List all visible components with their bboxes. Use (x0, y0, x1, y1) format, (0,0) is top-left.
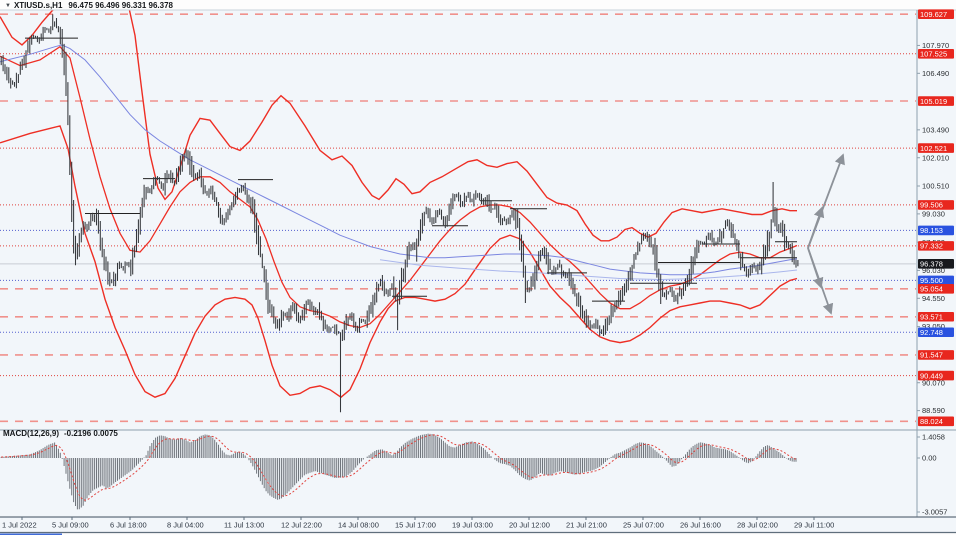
chart-title: ▼ XTIUSD.s,H1 96.475 96.496 96.331 96.378 (5, 1, 173, 10)
ohlc-bars (0, 14, 799, 413)
macd-tick-label: 1.4058 (922, 433, 945, 442)
level-badge-99.506-text: 99.506 (920, 201, 943, 210)
level-badge-92.748: 92.748 (918, 327, 954, 338)
level-badge-88.024-bg (918, 416, 954, 427)
macd-values: -0.2196 0.0075 (64, 429, 118, 438)
price-tick-label: 106.490 (922, 69, 949, 78)
date-label[interactable]: 8 Jul 04:00 (167, 521, 204, 530)
level-badge-99.506: 99.506 (918, 200, 954, 210)
level-badge-88.024: 88.024 (918, 416, 954, 427)
date-label[interactable]: 6 Jul 18:00 (110, 521, 147, 530)
level-badge-98.153-text: 98.153 (920, 226, 943, 235)
price-panel[interactable] (0, 0, 916, 423)
date-label[interactable]: 26 Jul 16:00 (680, 521, 721, 530)
price-tick-label: 94.550 (922, 294, 945, 303)
level-badge-88.024-text: 88.024 (920, 417, 943, 426)
current-price-badge-text: 96.378 (920, 260, 943, 269)
date-label[interactable]: 14 Jul 08:00 (338, 521, 379, 530)
date-label[interactable]: 21 Jul 21:00 (566, 521, 607, 530)
symbol-period-label: XTIUSD.s,H1 (13, 1, 63, 10)
level-badge-97.332: 97.332 (918, 241, 954, 251)
price-axis[interactable]: 107.970 106.490 103.490 102.010 100.510 99.03… (917, 9, 954, 427)
trend-arrow-3[interactable] (807, 247, 834, 315)
level-badge-99.506-bg (918, 200, 954, 210)
level-badge-102.521-text: 102.521 (920, 144, 947, 153)
macd-indicator-label: MACD(12,26,9) -0.2196 0.0075 (3, 429, 118, 438)
macd-name: MACD(12,26,9) (3, 429, 60, 438)
date-label[interactable]: 15 Jul 17:00 (395, 521, 436, 530)
price-tick-label: 88.590 (922, 406, 945, 415)
level-badge-93.571-bg (918, 311, 954, 322)
bollinger-lower-band (0, 125, 798, 399)
bollinger-upper-band (0, 10, 797, 242)
price-tick-label: 102.010 (922, 153, 949, 162)
price-tick-label: 100.510 (922, 182, 949, 191)
level-badge-102.521: 102.521 (918, 143, 954, 153)
triangle-down-icon[interactable]: ▼ (5, 3, 11, 9)
date-label[interactable]: 5 Jul 09:00 (52, 521, 89, 530)
chart-background (0, 10, 956, 516)
projection-arrows[interactable] (807, 153, 845, 315)
date-label[interactable]: 20 Jul 12:00 (509, 521, 550, 530)
level-badge-105.019: 105.019 (918, 96, 954, 106)
date-label[interactable]: 29 Jul 11:00 (794, 521, 834, 530)
level-badge-107.525: 107.525 (918, 49, 954, 59)
level-badge-102.521-bg (918, 143, 954, 153)
level-badge-90.449-bg (918, 370, 954, 381)
level-badge-91.547-text: 91.547 (920, 351, 943, 360)
date-axis-strip[interactable] (0, 517, 956, 533)
level-badge-95.5-text: 95.500 (920, 276, 943, 285)
date-label[interactable]: 12 Jul 22:00 (281, 521, 322, 530)
level-badge-91.547-bg (918, 350, 954, 360)
price-tick-label: 107.970 (922, 41, 949, 50)
price-tick-label: 99.030 (922, 209, 945, 218)
date-label[interactable]: 28 Jul 02:00 (737, 521, 778, 530)
level-badge-97.332-bg (918, 241, 954, 251)
date-label[interactable]: 11 Jul 13:00 (224, 521, 264, 530)
level-badge-95.054-text: 95.054 (920, 285, 943, 294)
level-badge-95.5-bg (918, 275, 954, 286)
level-badge-93.571: 93.571 (918, 311, 954, 322)
macd-signal-line (1, 434, 797, 501)
date-label[interactable]: 19 Jul 03:00 (452, 521, 493, 530)
level-badge-91.547: 91.547 (918, 350, 954, 360)
level-badge-107.525-text: 107.525 (920, 50, 947, 59)
level-badge-92.748-text: 92.748 (920, 328, 943, 337)
level-badge-109.627: 109.627 (918, 9, 954, 19)
level-badge-95.054-bg (918, 284, 954, 294)
macd-tick-label: 0.00 (922, 454, 937, 463)
price-tick-label: 96.030 (922, 266, 945, 275)
price-tick-label: 90.070 (922, 378, 945, 387)
trend-arrow-1[interactable] (807, 206, 825, 249)
level-badge-98.153-bg (918, 225, 954, 236)
macd-tick-label: -3.0057 (922, 508, 947, 517)
macd-axis[interactable]: 1.4058 0.00 -3.0057 (917, 433, 947, 517)
date-label[interactable]: 1 Jul 2022 (2, 521, 37, 530)
level-badge-90.449: 90.449 (918, 370, 954, 381)
current-price-badge: 96.378 (918, 259, 954, 269)
level-badge-109.627-bg (918, 9, 954, 20)
price-tick-label: 93.050 (922, 322, 945, 331)
level-badge-98.153: 98.153 (918, 225, 954, 236)
level-badge-90.449-text: 90.449 (920, 371, 943, 380)
taskbar-fragment (0, 533, 62, 535)
ohlc-values: 96.475 96.496 96.331 96.378 (68, 1, 173, 10)
level-badge-105.019-text: 105.019 (920, 97, 947, 106)
macd-panel[interactable] (0, 433, 797, 510)
level-badge-107.525-bg (918, 49, 954, 59)
level-badge-97.332-text: 97.332 (920, 242, 943, 251)
current-price-badge-bg (918, 259, 954, 269)
price-tick-label: 103.490 (922, 125, 949, 134)
level-badge-105.019-bg (918, 96, 954, 106)
level-badge-109.627-text: 109.627 (920, 10, 947, 19)
time-axis[interactable]: 1 Jul 2022 5 Jul 09:00 6 Jul 18:00 8 Jul 04… (2, 517, 834, 530)
date-label[interactable]: 25 Jul 07:00 (623, 521, 664, 530)
level-badge-95.5: 95.500 (918, 275, 954, 286)
level-badge-95.054: 95.054 (918, 284, 954, 294)
bollinger-middle-band (0, 45, 798, 329)
level-badge-92.748-bg (918, 327, 954, 338)
level-badge-93.571-text: 93.571 (920, 313, 943, 322)
